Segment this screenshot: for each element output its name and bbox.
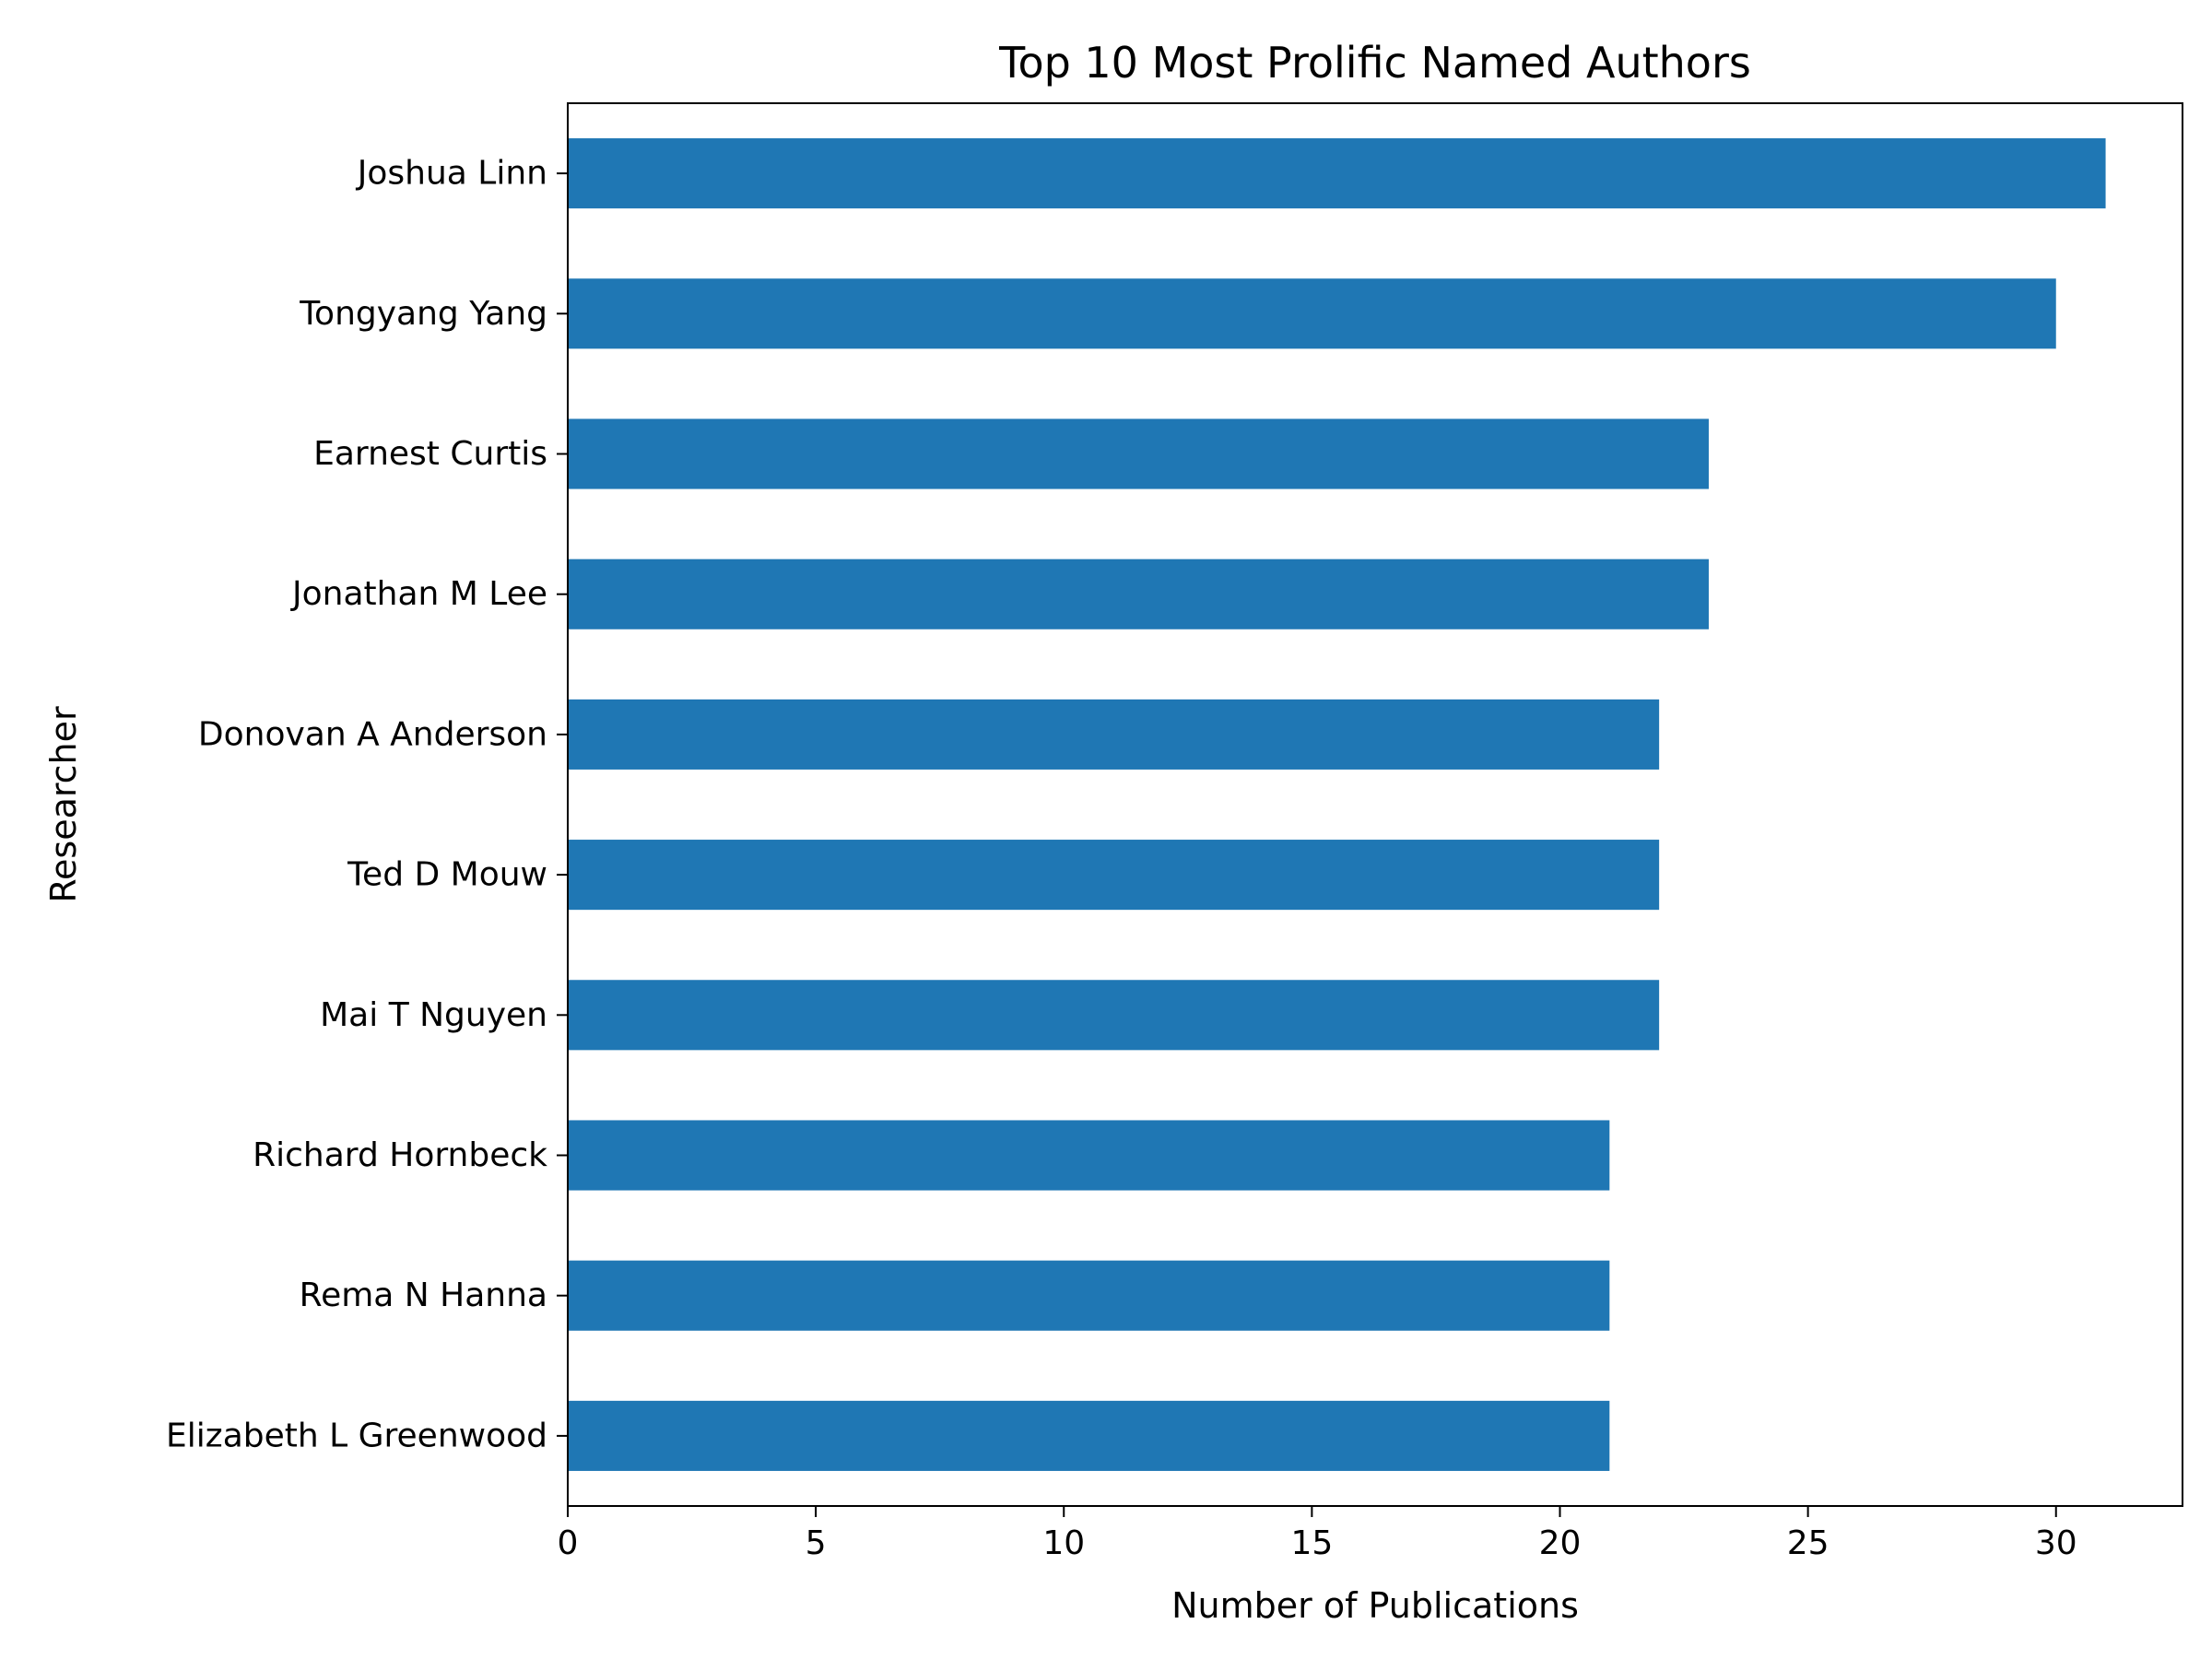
bar bbox=[568, 1400, 1610, 1471]
x-tick-label: 25 bbox=[1787, 1524, 1830, 1562]
bar bbox=[568, 1260, 1610, 1331]
bar bbox=[568, 840, 1660, 911]
y-tick-label: Earnest Curtis bbox=[313, 435, 547, 473]
chart-title: Top 10 Most Prolific Named Authors bbox=[998, 38, 1751, 88]
x-tick-label: 20 bbox=[1539, 1524, 1582, 1562]
bars-layer bbox=[568, 138, 2106, 1471]
bar bbox=[568, 699, 1660, 770]
bar bbox=[568, 138, 2106, 209]
y-tick-label: Rema N Hanna bbox=[300, 1277, 547, 1314]
y-tick-label: Richard Hornbeck bbox=[253, 1136, 547, 1174]
bar bbox=[568, 418, 1709, 489]
y-tick-label: Ted D Mouw bbox=[347, 856, 547, 894]
bar bbox=[568, 559, 1709, 629]
x-tick-label: 30 bbox=[2035, 1524, 2077, 1562]
y-tick-label: Joshua Linn bbox=[356, 155, 547, 193]
y-tick-label: Mai T Nguyen bbox=[320, 996, 547, 1034]
plot-frame bbox=[567, 102, 2183, 1507]
x-axis-label: Number of Publications bbox=[1171, 1585, 1579, 1626]
bar bbox=[568, 980, 1660, 1051]
y-axis-ticks: Joshua Linn Tongyang Yang Earnest Curtis Jo… bbox=[166, 155, 568, 1454]
y-axis-label: Researcher bbox=[43, 706, 84, 903]
y-tick-label: Elizabeth L Greenwood bbox=[166, 1417, 547, 1454]
x-axis-ticks: 0 5 10 15 20 25 30 bbox=[558, 1506, 2077, 1562]
y-tick-label: Jonathan M Lee bbox=[290, 575, 547, 613]
x-tick-label: 15 bbox=[1290, 1524, 1333, 1562]
y-tick-label: Tongyang Yang bbox=[299, 295, 547, 333]
y-tick-label: Donovan A Anderson bbox=[198, 715, 547, 753]
bar bbox=[568, 1120, 1610, 1191]
x-tick-label: 5 bbox=[806, 1524, 827, 1562]
x-tick-label: 0 bbox=[558, 1524, 579, 1562]
x-tick-label: 10 bbox=[1042, 1524, 1085, 1562]
bar bbox=[568, 278, 2056, 349]
